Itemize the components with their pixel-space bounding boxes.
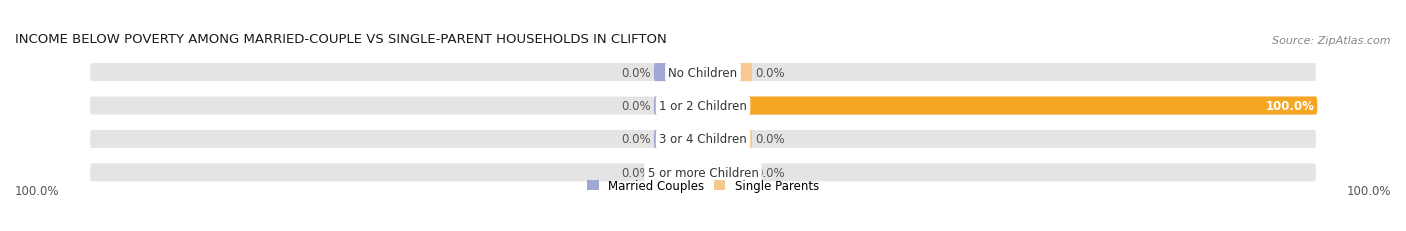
Text: 0.0%: 0.0%	[755, 133, 785, 146]
FancyBboxPatch shape	[89, 129, 1317, 150]
FancyBboxPatch shape	[654, 164, 703, 182]
Text: 100.0%: 100.0%	[1347, 185, 1391, 198]
Text: 0.0%: 0.0%	[621, 100, 651, 112]
FancyBboxPatch shape	[89, 162, 1317, 183]
Text: 3 or 4 Children: 3 or 4 Children	[659, 133, 747, 146]
FancyBboxPatch shape	[703, 97, 1317, 115]
FancyBboxPatch shape	[703, 164, 752, 182]
Text: 0.0%: 0.0%	[621, 133, 651, 146]
FancyBboxPatch shape	[703, 64, 752, 82]
FancyBboxPatch shape	[654, 130, 703, 148]
Text: 0.0%: 0.0%	[621, 166, 651, 179]
Text: 0.0%: 0.0%	[755, 166, 785, 179]
Text: 100.0%: 100.0%	[1265, 100, 1315, 112]
Text: Source: ZipAtlas.com: Source: ZipAtlas.com	[1272, 35, 1391, 45]
FancyBboxPatch shape	[89, 96, 1317, 116]
Text: 100.0%: 100.0%	[15, 185, 59, 198]
Text: No Children: No Children	[668, 66, 738, 79]
Text: INCOME BELOW POVERTY AMONG MARRIED-COUPLE VS SINGLE-PARENT HOUSEHOLDS IN CLIFTON: INCOME BELOW POVERTY AMONG MARRIED-COUPL…	[15, 32, 666, 45]
Text: 0.0%: 0.0%	[621, 66, 651, 79]
Text: 0.0%: 0.0%	[755, 66, 785, 79]
Legend: Married Couples, Single Parents: Married Couples, Single Parents	[585, 177, 821, 195]
FancyBboxPatch shape	[654, 97, 703, 115]
FancyBboxPatch shape	[654, 64, 703, 82]
Text: 5 or more Children: 5 or more Children	[648, 166, 758, 179]
Text: 1 or 2 Children: 1 or 2 Children	[659, 100, 747, 112]
FancyBboxPatch shape	[703, 130, 752, 148]
FancyBboxPatch shape	[89, 62, 1317, 83]
